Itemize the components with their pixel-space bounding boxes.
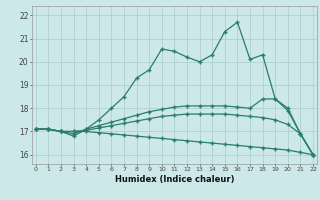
X-axis label: Humidex (Indice chaleur): Humidex (Indice chaleur) — [115, 175, 234, 184]
